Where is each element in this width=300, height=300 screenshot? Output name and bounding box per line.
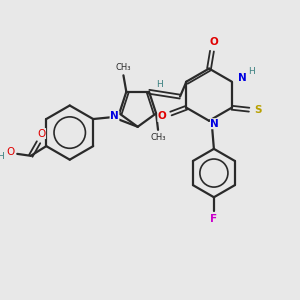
Text: S: S bbox=[254, 105, 262, 115]
Text: F: F bbox=[210, 214, 218, 224]
Text: N: N bbox=[110, 111, 119, 121]
Text: H: H bbox=[249, 68, 255, 76]
Text: H: H bbox=[156, 80, 163, 89]
Text: N: N bbox=[238, 73, 247, 83]
Text: O: O bbox=[37, 129, 46, 139]
Text: CH₃: CH₃ bbox=[150, 133, 166, 142]
Text: O: O bbox=[209, 38, 218, 47]
Text: N: N bbox=[211, 119, 219, 129]
Text: O: O bbox=[158, 111, 167, 122]
Text: H: H bbox=[0, 152, 4, 161]
Text: CH₃: CH₃ bbox=[116, 63, 131, 72]
Text: O: O bbox=[6, 147, 15, 157]
